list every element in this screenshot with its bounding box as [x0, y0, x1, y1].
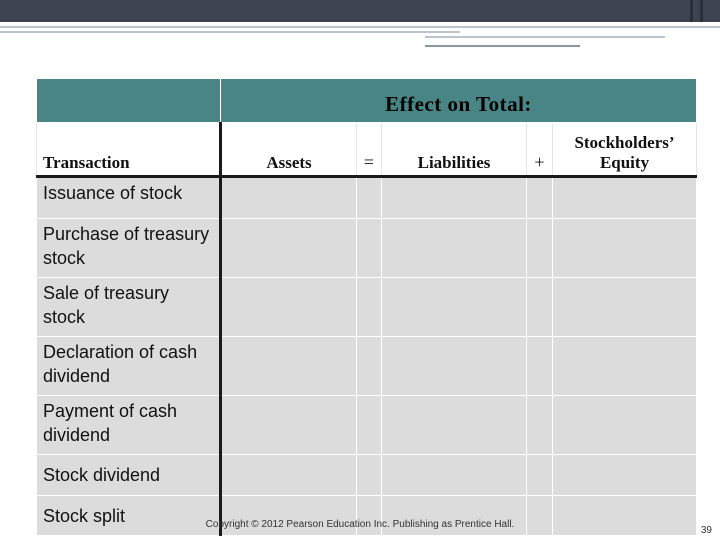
assets-cell	[220, 277, 357, 337]
page-number: 39	[700, 525, 712, 536]
table-row: Sale of treasury stock	[36, 277, 698, 337]
assets-cell	[220, 336, 357, 396]
equals-cell	[356, 277, 382, 337]
assets-cell	[220, 176, 357, 219]
equals-cell	[356, 336, 382, 396]
liabilities-cell	[381, 176, 527, 219]
equity-cell	[551, 454, 698, 496]
liabilities-cell	[381, 336, 527, 396]
table-header-row: Transaction Assets = Liabilities + Stock…	[36, 122, 698, 178]
band-blank-cell	[36, 78, 221, 123]
liabilities-cell	[381, 395, 527, 455]
header-stripe	[425, 45, 580, 47]
transaction-label: Issuance of stock	[36, 176, 222, 219]
assets-cell	[220, 395, 357, 455]
header-stripe	[425, 36, 665, 38]
column-header-liabilities: Liabilities	[381, 122, 527, 178]
plus-cell	[526, 454, 553, 496]
slide-top-band	[0, 0, 720, 22]
equity-cell	[551, 218, 698, 278]
plus-cell	[526, 176, 553, 219]
transaction-label: Stock split	[36, 495, 222, 536]
transaction-effects-table: Effect on Total: Transaction Assets = Li…	[36, 78, 698, 536]
transaction-label: Sale of treasury stock	[36, 277, 222, 337]
column-header-stockholders-equity: Stockholders’ Equity	[551, 122, 698, 178]
equals-cell	[356, 454, 382, 496]
equity-cell	[551, 277, 698, 337]
transaction-label: Payment of cash dividend	[36, 395, 222, 455]
table-row: Purchase of treasury stock	[36, 218, 698, 278]
equity-cell	[551, 395, 698, 455]
plus-cell	[526, 277, 553, 337]
equals-cell	[356, 395, 382, 455]
column-header-equals: =	[356, 122, 382, 178]
top-band-divider	[690, 0, 693, 22]
column-header-plus: +	[526, 122, 553, 178]
equals-cell	[356, 176, 382, 219]
equals-cell	[356, 495, 382, 536]
assets-cell	[220, 454, 357, 496]
plus-cell	[526, 395, 553, 455]
transaction-label: Stock dividend	[36, 454, 222, 496]
equity-header-line2: Equity	[599, 153, 650, 172]
table-row: Issuance of stock	[36, 176, 698, 219]
copyright-footer: Copyright © 2012 Pearson Education Inc. …	[205, 519, 515, 530]
equity-cell	[551, 176, 698, 219]
transaction-label: Purchase of treasury stock	[36, 218, 222, 278]
equity-header-line1: Stockholders’	[574, 133, 675, 152]
equals-cell	[356, 218, 382, 278]
effect-on-total-heading: Effect on Total:	[219, 78, 698, 123]
table-row: Stock split	[36, 495, 698, 536]
liabilities-cell	[381, 277, 527, 337]
transaction-label: Declaration of cash dividend	[36, 336, 222, 396]
column-header-assets: Assets	[220, 122, 357, 178]
table-row: Payment of cash dividend	[36, 395, 698, 455]
equity-cell	[551, 495, 698, 536]
liabilities-cell	[381, 495, 527, 536]
header-stripe	[0, 31, 460, 33]
plus-cell	[526, 218, 553, 278]
table-band-row: Effect on Total:	[36, 78, 698, 123]
equity-cell	[551, 336, 698, 396]
liabilities-cell	[381, 218, 527, 278]
assets-cell	[220, 218, 357, 278]
table-row: Declaration of cash dividend	[36, 336, 698, 396]
top-band-divider	[700, 0, 703, 22]
table-row: Stock dividend	[36, 454, 698, 496]
liabilities-cell	[381, 454, 527, 496]
column-header-transaction: Transaction	[36, 122, 222, 178]
plus-cell	[526, 495, 553, 536]
plus-cell	[526, 336, 553, 396]
header-stripe	[0, 26, 720, 28]
